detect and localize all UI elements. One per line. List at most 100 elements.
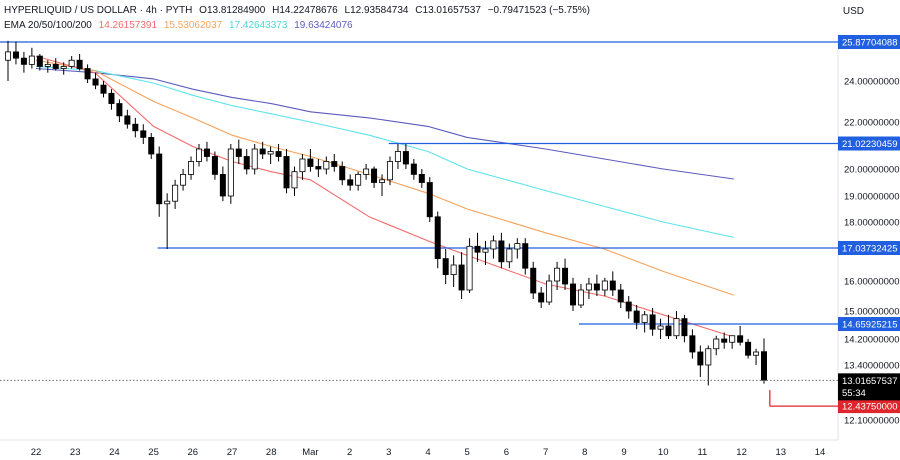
candle-up bbox=[379, 179, 386, 183]
candle-down bbox=[315, 166, 322, 170]
ema200-value: 19.63424076 bbox=[294, 20, 353, 31]
candle-down bbox=[259, 148, 266, 155]
candle-down bbox=[275, 151, 282, 157]
x-tick-label: 26 bbox=[188, 447, 199, 458]
candle-up bbox=[554, 267, 561, 282]
candle-up bbox=[482, 248, 489, 253]
x-tick-label: 10 bbox=[658, 447, 669, 458]
candle-down bbox=[434, 216, 441, 260]
x-tick-label: 7 bbox=[543, 447, 548, 458]
ohlc-change: −0.79471523 (−5.75%) bbox=[487, 5, 590, 16]
candle-down bbox=[570, 283, 577, 306]
candle-down bbox=[402, 151, 409, 165]
level-tag-label: 25.87704088 bbox=[842, 37, 897, 48]
candle-down bbox=[108, 92, 115, 104]
candle-down bbox=[562, 267, 569, 285]
y-tick-label: 22.00000000 bbox=[844, 118, 899, 129]
candle-up bbox=[450, 264, 457, 276]
candle-up bbox=[601, 280, 608, 291]
ema-legend[interactable]: EMA 20/50/100/200 14.26157391 15.5306203… bbox=[4, 20, 357, 31]
x-tick-label: 4 bbox=[425, 447, 430, 458]
candle-up bbox=[363, 168, 370, 175]
candle-down bbox=[339, 166, 346, 181]
candle-down bbox=[331, 161, 338, 167]
candle-down bbox=[156, 153, 163, 205]
candle-down bbox=[617, 289, 624, 303]
candle-down bbox=[761, 351, 768, 381]
symbol-title[interactable]: HYPERLIQUID / US DOLLAR · 4h · PYTH bbox=[4, 5, 193, 16]
x-tick-label: 12 bbox=[736, 447, 747, 458]
candle-down bbox=[36, 55, 43, 67]
ema100-value: 17.42643373 bbox=[229, 20, 288, 31]
x-tick-label: 23 bbox=[70, 447, 81, 458]
y-tick-label: 20.00000000 bbox=[844, 165, 899, 176]
candle-up bbox=[729, 335, 736, 343]
candle-up bbox=[386, 161, 393, 181]
candle-up bbox=[753, 351, 760, 356]
y-tick-label: 15.00000000 bbox=[844, 307, 899, 318]
candle-down bbox=[633, 310, 640, 323]
ohlc-open: O13.81284900 bbox=[199, 5, 266, 16]
ohlc-low: L12.93584734 bbox=[344, 5, 409, 16]
x-tick-label: 5 bbox=[465, 447, 470, 458]
candle-down bbox=[219, 173, 226, 197]
candle-down bbox=[203, 148, 210, 157]
candle-down bbox=[442, 258, 449, 276]
y-tick-label: 16.00000000 bbox=[844, 277, 899, 288]
candle-up bbox=[490, 240, 497, 250]
candle-down bbox=[530, 267, 537, 294]
candle-up bbox=[657, 325, 664, 330]
level-tag-label: 12.43750000 bbox=[842, 402, 897, 413]
level-tag bbox=[838, 399, 900, 414]
currency-label[interactable]: USD bbox=[842, 6, 864, 17]
candle-up bbox=[466, 245, 473, 291]
candle-up bbox=[585, 283, 592, 291]
x-tick-label: 28 bbox=[266, 447, 277, 458]
candle-down bbox=[235, 148, 242, 157]
candle-down bbox=[92, 78, 99, 86]
candle-down bbox=[283, 156, 290, 189]
level-tag-label: 14.65925215 bbox=[842, 320, 897, 331]
candle-up bbox=[546, 280, 553, 303]
x-tick-label: 6 bbox=[504, 447, 509, 458]
candle-down bbox=[100, 84, 107, 94]
level-tag bbox=[838, 240, 900, 255]
candle-down bbox=[625, 301, 632, 312]
x-tick-label: 22 bbox=[31, 447, 42, 458]
y-tick-label: 12.10000000 bbox=[844, 416, 899, 427]
candle-up bbox=[299, 158, 306, 173]
candle-down bbox=[609, 280, 616, 291]
candle-up bbox=[267, 151, 274, 155]
x-tick-label: 27 bbox=[227, 447, 238, 458]
ema200-line bbox=[35, 67, 734, 180]
level-tag bbox=[838, 136, 900, 151]
x-tick-label: 8 bbox=[582, 447, 587, 458]
candle-up bbox=[188, 161, 195, 175]
candle-up bbox=[641, 314, 648, 323]
candle-down bbox=[12, 51, 19, 59]
ema100-line bbox=[35, 65, 734, 238]
candle-down bbox=[307, 158, 314, 167]
x-tick-label: 9 bbox=[621, 447, 626, 458]
level-tag bbox=[838, 317, 900, 332]
candle-up bbox=[44, 63, 51, 67]
candle-down bbox=[410, 163, 417, 175]
candle-up bbox=[164, 200, 171, 205]
x-tick-label: 13 bbox=[776, 447, 787, 458]
candle-down bbox=[418, 173, 425, 183]
candle-down bbox=[593, 283, 600, 291]
ohlc-high: H14.22478676 bbox=[272, 5, 338, 16]
candle-down bbox=[243, 156, 250, 170]
ohlc-close: C13.01657537 bbox=[415, 5, 481, 16]
last-price-label: 13.01657537 bbox=[842, 376, 897, 387]
candle-up bbox=[514, 243, 521, 250]
chart-header: HYPERLIQUID / US DOLLAR · 4h · PYTH O13.… bbox=[4, 5, 594, 16]
candle-up bbox=[28, 55, 35, 65]
candle-down bbox=[52, 63, 59, 69]
candle-down bbox=[426, 182, 433, 218]
candle-down bbox=[148, 136, 155, 155]
x-tick-label: 11 bbox=[697, 447, 707, 458]
candle-up bbox=[506, 248, 513, 263]
candle-up bbox=[68, 59, 75, 67]
